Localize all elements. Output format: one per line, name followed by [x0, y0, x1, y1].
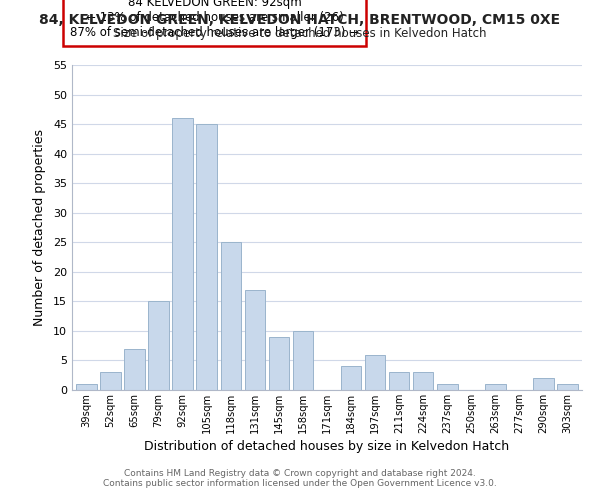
Bar: [365, 354, 385, 390]
Text: Size of property relative to detached houses in Kelvedon Hatch: Size of property relative to detached ho…: [113, 28, 487, 40]
Bar: [437, 384, 458, 390]
Text: 84 KELVEDON GREEN: 92sqm
← 13% of detached houses are smaller (26)
87% of semi-d: 84 KELVEDON GREEN: 92sqm ← 13% of detach…: [70, 0, 359, 39]
Bar: [389, 372, 409, 390]
Y-axis label: Number of detached properties: Number of detached properties: [33, 129, 46, 326]
Bar: [221, 242, 241, 390]
Bar: [100, 372, 121, 390]
Bar: [293, 331, 313, 390]
Bar: [533, 378, 554, 390]
Bar: [557, 384, 578, 390]
X-axis label: Distribution of detached houses by size in Kelvedon Hatch: Distribution of detached houses by size …: [145, 440, 509, 453]
Bar: [269, 337, 289, 390]
Bar: [413, 372, 433, 390]
Text: Contains HM Land Registry data © Crown copyright and database right 2024.: Contains HM Land Registry data © Crown c…: [124, 468, 476, 477]
Text: Contains public sector information licensed under the Open Government Licence v3: Contains public sector information licen…: [103, 478, 497, 488]
Bar: [485, 384, 506, 390]
Bar: [148, 302, 169, 390]
Bar: [172, 118, 193, 390]
Bar: [245, 290, 265, 390]
Bar: [196, 124, 217, 390]
Bar: [76, 384, 97, 390]
Text: 84, KELVEDON GREEN, KELVEDON HATCH, BRENTWOOD, CM15 0XE: 84, KELVEDON GREEN, KELVEDON HATCH, BREN…: [40, 12, 560, 26]
Bar: [341, 366, 361, 390]
Bar: [124, 348, 145, 390]
